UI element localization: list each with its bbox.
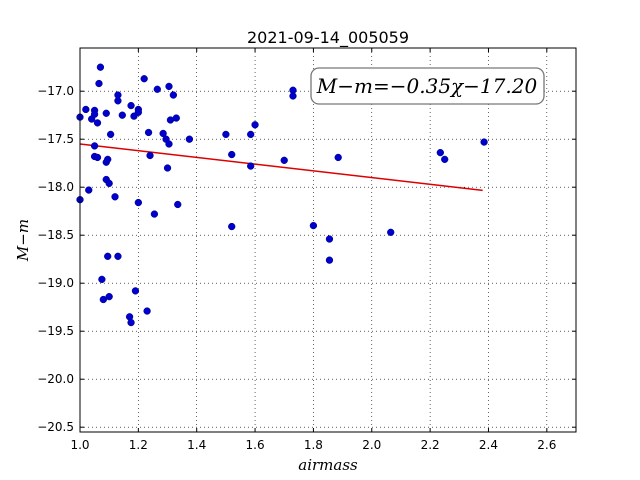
data-point xyxy=(387,228,395,236)
data-point xyxy=(106,130,115,139)
data-point xyxy=(98,275,106,284)
data-point xyxy=(144,128,153,137)
data-point xyxy=(228,222,236,231)
data-point xyxy=(325,256,334,264)
x-tick-label: 1.2 xyxy=(129,438,148,452)
data-point xyxy=(247,162,255,170)
data-point xyxy=(95,79,103,88)
data-point xyxy=(143,307,151,315)
plot-frame xyxy=(79,47,577,433)
y-tick-label: −20.5 xyxy=(37,420,74,434)
data-point xyxy=(289,92,297,100)
data-point xyxy=(163,164,172,172)
data-point xyxy=(96,63,105,71)
fit-equation: M−m=−0.35χ−17.20 xyxy=(316,74,538,98)
x-tick-label: 1.0 xyxy=(70,438,89,452)
data-point xyxy=(131,287,140,295)
data-point xyxy=(134,198,143,207)
equation-box: M−m=−0.35χ−17.20 xyxy=(310,67,545,105)
data-point xyxy=(104,252,112,260)
data-point xyxy=(247,130,255,139)
data-point xyxy=(228,150,236,159)
data-point xyxy=(309,221,318,230)
fit-line-group xyxy=(79,143,483,192)
data-point xyxy=(85,186,93,194)
x-tick-labels: 1.0 1.2 1.4 1.6 1.8 2.0 2.2 2.4 2.6 xyxy=(70,438,556,452)
data-point xyxy=(90,142,99,150)
x-tick-label: 2.4 xyxy=(479,438,498,452)
data-point xyxy=(105,292,113,301)
x-tick-label: 2.0 xyxy=(362,438,381,452)
data-point xyxy=(222,130,230,139)
y-tick-label: −18.5 xyxy=(37,228,74,242)
x-tick-label: 2.2 xyxy=(421,438,440,452)
equation-box-frame xyxy=(310,67,545,105)
y-tick-label: −20.0 xyxy=(37,372,74,386)
data-point xyxy=(102,109,110,117)
data-point xyxy=(165,140,173,148)
x-tick-label: 1.4 xyxy=(187,438,206,452)
data-point xyxy=(174,200,182,209)
data-point xyxy=(105,179,113,188)
data-point xyxy=(99,295,107,304)
data-point xyxy=(153,85,161,93)
data-point xyxy=(480,138,488,146)
x-tick-label: 2.6 xyxy=(537,438,556,452)
data-point xyxy=(436,148,444,157)
data-point xyxy=(150,210,159,218)
data-point xyxy=(93,153,102,162)
data-point xyxy=(114,97,122,105)
data-point xyxy=(90,110,99,118)
x-axis-label: airmass xyxy=(298,456,358,474)
grid-lines xyxy=(80,48,576,432)
data-point xyxy=(93,119,102,127)
data-point xyxy=(127,101,135,110)
axis-ticks xyxy=(79,48,576,432)
data-point xyxy=(169,91,178,99)
data-point xyxy=(127,318,135,327)
data-point xyxy=(134,108,143,116)
data-point xyxy=(159,129,167,138)
x-tick-label: 1.6 xyxy=(246,438,265,452)
data-points xyxy=(76,63,488,327)
data-point xyxy=(441,155,449,164)
data-point xyxy=(146,151,154,160)
data-point xyxy=(325,235,334,243)
data-point xyxy=(104,155,112,164)
y-axis-label: M−m xyxy=(14,219,32,262)
data-point xyxy=(251,121,259,129)
data-point xyxy=(185,135,194,143)
y-tick-label: −19.0 xyxy=(37,276,74,290)
data-point xyxy=(118,111,126,119)
data-point xyxy=(280,156,288,164)
data-point xyxy=(82,105,90,114)
y-tick-label: −17.5 xyxy=(37,132,74,146)
chart-title: 2021-09-14_005059 xyxy=(247,28,409,48)
data-point xyxy=(165,82,173,91)
data-point xyxy=(334,153,342,162)
y-tick-label: −19.5 xyxy=(37,324,74,338)
y-tick-label: −17.0 xyxy=(37,84,74,98)
data-point xyxy=(140,75,148,83)
fit-line xyxy=(79,143,483,192)
y-tick-label: −18.0 xyxy=(37,180,74,194)
x-tick-label: 1.8 xyxy=(304,438,323,452)
data-point xyxy=(114,252,122,260)
data-point xyxy=(172,114,180,122)
data-point xyxy=(111,193,119,201)
y-tick-labels: −17.0 −17.5 −18.0 −18.5 −19.0 −19.5 −20.0 −20.5 xyxy=(37,84,74,434)
